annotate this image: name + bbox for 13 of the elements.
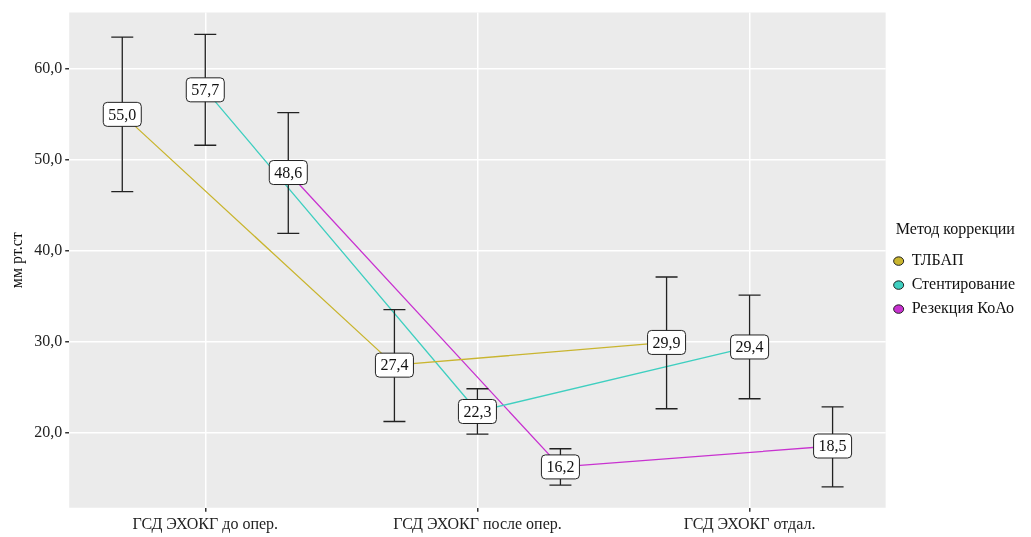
y-tick-label: 30,0 (34, 331, 63, 349)
y-tick-label: 60,0 (34, 59, 63, 77)
y-tick-label: 40,0 (34, 240, 63, 258)
x-tick-label: ГСД ЭХОКГ до опер. (132, 514, 279, 533)
x-tick-label: ГСД ЭХОКГ отдал. (683, 514, 816, 533)
y-axis-title: мм рт.ст (7, 232, 26, 289)
legend-label: ТЛБАП (911, 251, 965, 269)
x-tick-label: ГСД ЭХОКГ после опер. (393, 514, 562, 533)
legend-title: Метод коррекции (895, 220, 1016, 239)
legend-label: Резекция КоАо (911, 299, 1014, 318)
y-tick-label: 50,0 (34, 150, 63, 167)
legend-label: Стентирование (911, 275, 1015, 294)
y-tick-label: 20,0 (34, 422, 63, 440)
